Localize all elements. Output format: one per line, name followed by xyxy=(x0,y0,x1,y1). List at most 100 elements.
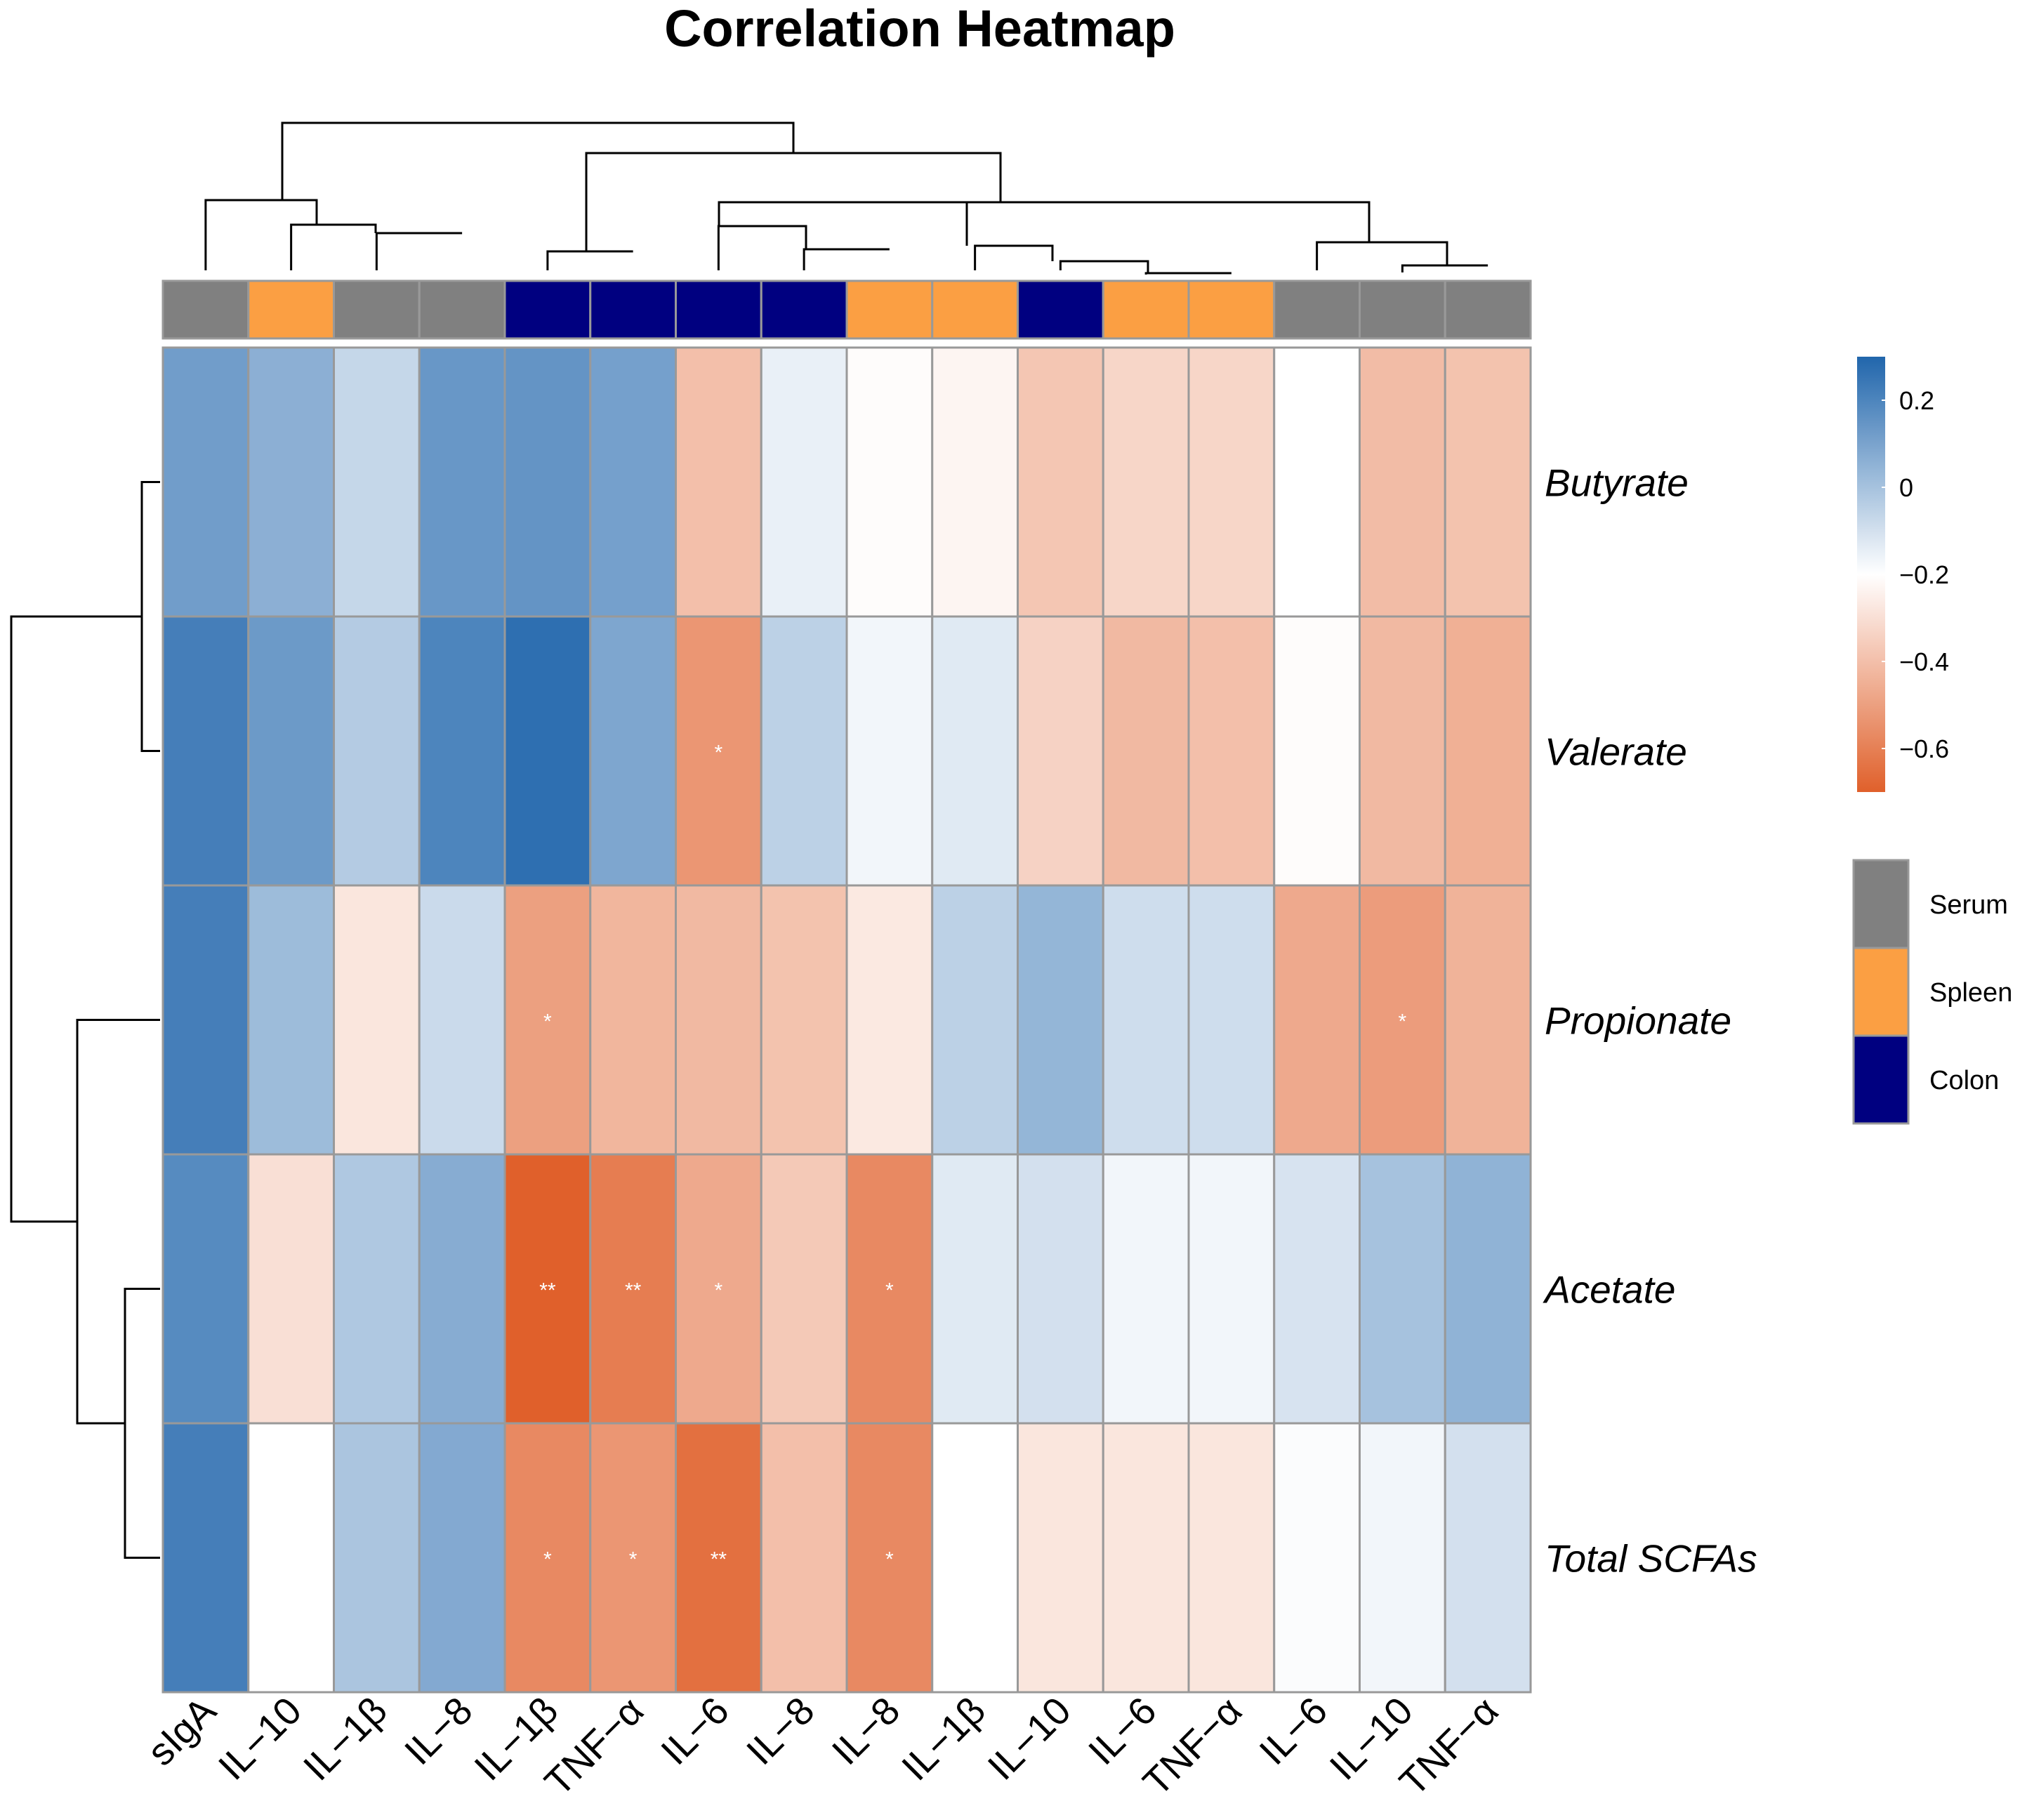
heatmap-cell xyxy=(1187,346,1276,618)
column-label: TNF−α xyxy=(536,1689,652,1805)
heatmap-cell xyxy=(418,346,506,618)
heatmap-cell xyxy=(845,884,934,1156)
heatmap-cell xyxy=(1359,1422,1446,1694)
heatmap-cell xyxy=(760,1422,848,1694)
heatmap-cell xyxy=(1017,1422,1104,1694)
heatmap-cell xyxy=(1273,1422,1361,1694)
dendrogram-branch xyxy=(204,199,318,270)
legend-swatch xyxy=(1852,947,1910,1037)
heatmap-cell xyxy=(503,1422,592,1694)
group-annotation-cell xyxy=(247,279,335,340)
legend-label: Spleen xyxy=(1929,978,2012,1008)
group-annotation-cell xyxy=(503,279,592,340)
group-annotation-cell xyxy=(589,279,677,340)
colorbar-legend: 0.2 0 −0.2 −0.4 −0.6 xyxy=(1857,357,1949,792)
heatmap-cell xyxy=(1017,346,1104,618)
heatmap-cell xyxy=(503,884,592,1156)
row-label: Acetate xyxy=(1543,1268,1676,1312)
dendrogram-branch xyxy=(124,1288,160,1559)
dendrogram-branch xyxy=(718,201,1198,226)
dendrogram-branch xyxy=(290,223,377,270)
heatmap-cell xyxy=(161,884,250,1156)
dendrogram-branch xyxy=(140,481,160,752)
heatmap-cell xyxy=(247,1153,335,1425)
group-annotation-cell xyxy=(1102,279,1190,340)
colorbar-tick-label: 0 xyxy=(1899,473,1913,502)
heatmap-cell xyxy=(589,884,677,1156)
heatmap-cell xyxy=(931,884,1019,1156)
significance-marker: * xyxy=(1399,1010,1407,1034)
dendrogram-branch xyxy=(1144,272,1232,275)
column-label: IL−10 xyxy=(979,1689,1079,1788)
colorbar-tick-label: −0.4 xyxy=(1899,647,1949,676)
row-label: Butyrate xyxy=(1545,461,1689,505)
heatmap-cell xyxy=(1017,884,1104,1156)
column-label: IL−6 xyxy=(1250,1689,1335,1774)
significance-marker: * xyxy=(885,1548,894,1571)
heatmap-cell xyxy=(675,346,762,618)
heatmap-cell xyxy=(1273,615,1361,887)
dendrogram-branch xyxy=(965,201,1371,246)
heatmap-cell xyxy=(161,1422,250,1694)
significance-marker: * xyxy=(715,741,723,765)
heatmap-cell xyxy=(1187,1153,1276,1425)
dendrogram-branch xyxy=(76,1019,160,1425)
heatmap-cell xyxy=(1102,1422,1190,1694)
heatmap-cell xyxy=(1444,346,1532,618)
heatmap-cell xyxy=(931,1153,1019,1425)
heatmap-cell xyxy=(1359,615,1446,887)
column-label: IL−6 xyxy=(652,1689,737,1774)
heatmap-cell xyxy=(1444,884,1532,1156)
significance-marker: * xyxy=(715,1279,723,1303)
column-label: sIgA xyxy=(139,1688,225,1774)
heatmap-cell xyxy=(675,615,762,887)
heatmap-cell xyxy=(333,1422,421,1694)
dendrogram-branch xyxy=(1316,241,1448,270)
heatmap-cell xyxy=(589,615,677,887)
heatmap-cell xyxy=(503,346,592,618)
heatmap-cell xyxy=(333,1153,421,1425)
heatmap-cell xyxy=(1187,1422,1276,1694)
heatmap-cell xyxy=(161,1153,250,1425)
row-label: Valerate xyxy=(1545,730,1687,774)
chart-title: Correlation Heatmap xyxy=(664,0,1175,58)
heatmap-cell xyxy=(931,1422,1019,1694)
group-annotation-cell xyxy=(333,279,421,340)
heatmap-cell xyxy=(1359,346,1446,618)
legend-label: Colon xyxy=(1929,1066,1999,1095)
heatmap-cell xyxy=(1102,346,1190,618)
column-label: IL−8 xyxy=(738,1689,823,1774)
colorbar-tick-label: −0.6 xyxy=(1899,734,1949,763)
row-label: Propionate xyxy=(1545,999,1731,1043)
heatmap-cell xyxy=(1102,1153,1190,1425)
colorbar-tick-label: 0.2 xyxy=(1899,386,1934,415)
heatmap-cell xyxy=(333,884,421,1156)
heatmap-cell xyxy=(333,346,421,618)
group-legend: Serum Spleen Colon xyxy=(1852,859,2012,1125)
column-label: IL−1β xyxy=(295,1689,395,1789)
significance-marker: * xyxy=(543,1548,552,1571)
heatmap-cell xyxy=(1359,1153,1446,1425)
heatmap-cell xyxy=(1444,1422,1532,1694)
column-label: TNF−α xyxy=(1135,1689,1250,1805)
column-group-annotation xyxy=(161,279,1532,340)
dendrogram-branch xyxy=(375,232,463,270)
heatmap-cell xyxy=(845,346,934,618)
heatmap-cell xyxy=(161,615,250,887)
heatmap-cell xyxy=(845,1153,934,1425)
column-label: IL−1β xyxy=(893,1689,993,1789)
dendrogram-branch xyxy=(974,244,1054,270)
heatmap-cell xyxy=(247,1422,335,1694)
dendrogram-branch xyxy=(717,225,807,270)
heatmap-cell xyxy=(760,615,848,887)
heatmap-cell xyxy=(931,615,1019,887)
group-annotation-cell xyxy=(418,279,506,340)
heatmap-cell xyxy=(1273,884,1361,1156)
group-annotation-cell xyxy=(760,279,848,340)
group-annotation-cell xyxy=(845,279,934,340)
heatmap-cell xyxy=(333,615,421,887)
heatmap-cell xyxy=(845,1422,934,1694)
significance-marker: ** xyxy=(539,1279,556,1303)
group-annotation-cell xyxy=(161,279,250,340)
